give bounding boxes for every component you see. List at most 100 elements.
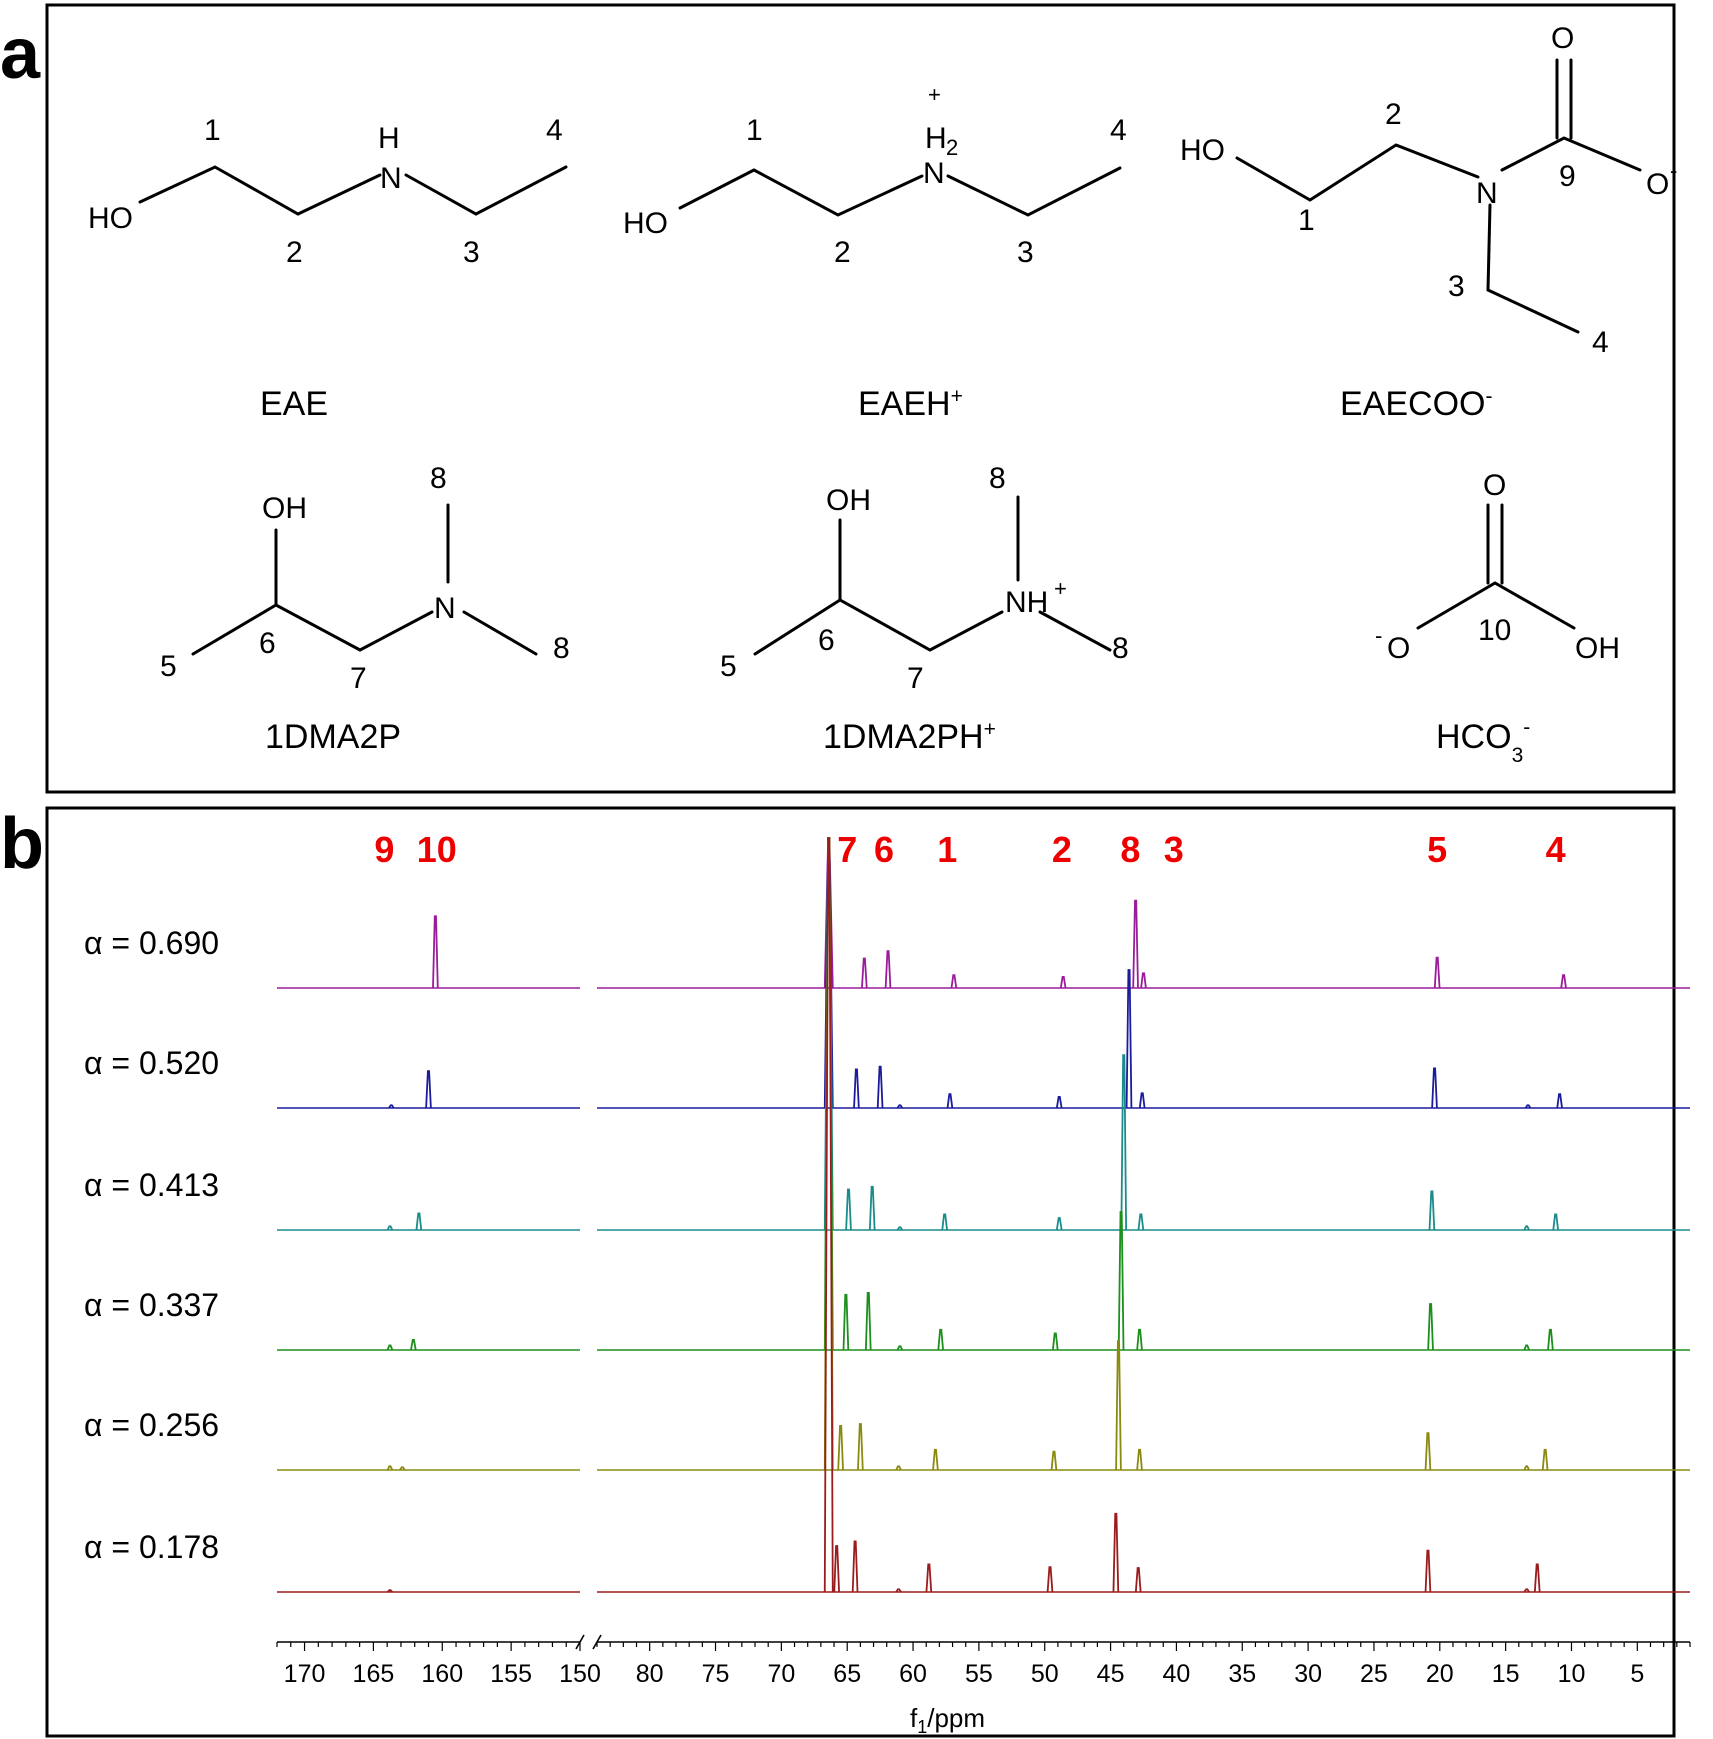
spectrum-peak (410, 1338, 417, 1351)
spectrum-peak (937, 1328, 944, 1351)
svg-text:3: 3 (463, 236, 480, 269)
svg-text:3: 3 (1448, 270, 1465, 303)
spectrum-peak (1120, 1054, 1128, 1231)
peak-assignment-label: 7 (837, 829, 857, 870)
spectrum-peak (895, 1588, 902, 1593)
series-label: α = 0.413 (84, 1167, 219, 1203)
spectrum-peak (884, 950, 892, 989)
x-tick-label: 170 (284, 1660, 326, 1688)
spectrum-peak (1523, 1225, 1530, 1231)
spectrum-peak (842, 1293, 850, 1351)
svg-text:1: 1 (204, 114, 221, 147)
svg-text:2: 2 (1385, 98, 1402, 131)
spectrum-peak (896, 1104, 904, 1109)
spectrum-peak (1046, 1566, 1054, 1593)
spectrum-peak (1055, 1217, 1063, 1231)
spectrum-peak (925, 1563, 933, 1593)
series-label: α = 0.690 (84, 925, 219, 961)
x-tick-label: 25 (1360, 1660, 1388, 1688)
spectrum-peak (1524, 1104, 1532, 1109)
spectrum-peak (1424, 1432, 1432, 1471)
spectrum-peak (868, 1185, 876, 1231)
svg-text:OH: OH (262, 492, 307, 525)
spectrum-peak (1560, 974, 1567, 989)
x-tick-label: 15 (1492, 1660, 1520, 1688)
spectrum-peak (861, 957, 868, 989)
peak-assignment-label: 9 (374, 829, 394, 870)
spectrum-peak (1136, 1448, 1143, 1471)
compound-name-eae: EAE (260, 385, 328, 423)
spectrum-peak (833, 1545, 840, 1593)
panel-b-frame (45, 806, 1676, 1738)
peak-assignment-label: 4 (1546, 829, 1566, 870)
spectrum-peak (895, 1465, 902, 1471)
spectrum-peak (1523, 1344, 1530, 1351)
spectrum-peak (876, 1065, 884, 1109)
svg-text:5: 5 (160, 650, 177, 683)
spectrum-peak (950, 974, 958, 989)
x-tick-label: 165 (353, 1660, 395, 1688)
series-label: α = 0.256 (84, 1407, 219, 1443)
spectrum-trace (277, 837, 1690, 1351)
svg-text:4: 4 (1110, 114, 1127, 147)
spectrum-peak (823, 837, 834, 1593)
spectrum-peak (1112, 1512, 1120, 1593)
spectrum-peak (386, 1465, 394, 1471)
svg-text:HO: HO (1180, 134, 1225, 167)
spectrum-peak (896, 1345, 904, 1351)
spectrum-peak (845, 1188, 852, 1231)
x-tick-label: 60 (899, 1660, 927, 1688)
spectrum-peak (1523, 1465, 1530, 1471)
spectrum-peak (386, 1589, 393, 1593)
structure-1dma2ph: OH NH + 5 6 7 8 8 1DMA2PH+ (720, 462, 1129, 756)
spectrum-peak (1541, 1448, 1549, 1471)
nmr-spectra (277, 837, 1690, 1593)
spectrum-trace (277, 837, 1690, 1471)
spectrum-trace (277, 837, 1690, 1231)
svg-text:2: 2 (946, 135, 958, 160)
x-axis-label: f1/ppm (910, 1703, 985, 1737)
x-tick-label: 160 (421, 1660, 463, 1688)
spectrum-peak (932, 1448, 939, 1471)
svg-text:+: + (1054, 576, 1067, 601)
peak-assignment-label: 3 (1164, 829, 1184, 870)
x-axis: 170 165 160 155 150 80 75 70 65 60 55 50 45 40 35 30 25 2… (276, 1634, 1691, 1688)
x-tick-label: 5 (1630, 1660, 1644, 1688)
x-tick-label: 45 (1097, 1660, 1125, 1688)
svg-text:4: 4 (546, 114, 563, 147)
spectrum-peak (1427, 1303, 1434, 1351)
spectrum-peak (1533, 1563, 1541, 1593)
spectrum-peak (1125, 969, 1133, 1109)
panel-a-frame (45, 3, 1676, 794)
structure-eaecoo: HO N O O - 1 2 3 4 9 EAECOO- (1180, 22, 1677, 423)
structure-eae: HO N H 1 2 3 4 EAE (88, 114, 568, 423)
compound-name-1dma2p: 1DMA2P (265, 718, 401, 756)
spectrum-peak (1136, 1328, 1143, 1351)
svg-text:N: N (434, 592, 456, 625)
svg-text:OH: OH (826, 484, 871, 517)
svg-text:6: 6 (818, 624, 835, 657)
x-tick-label: 50 (1031, 1660, 1059, 1688)
svg-text:7: 7 (907, 662, 924, 695)
svg-text:H: H (925, 122, 947, 155)
svg-text:H: H (378, 122, 400, 155)
peak-assignment-label: 6 (874, 829, 894, 870)
spectrum-peak (1059, 976, 1067, 989)
spectrum-trace (277, 837, 1690, 1593)
svg-text:NH: NH (1005, 586, 1048, 619)
peak-assignment-label: 8 (1120, 829, 1140, 870)
x-tick-label: 30 (1294, 1660, 1322, 1688)
svg-text:O: O (1387, 632, 1410, 665)
x-tick-label: 150 (559, 1660, 601, 1688)
series-label: α = 0.520 (84, 1045, 219, 1081)
peak-assignment-label: 10 (417, 829, 457, 870)
spectrum-peak (1424, 1549, 1432, 1593)
x-tick-label: 80 (636, 1660, 664, 1688)
compound-name-1dma2ph: 1DMA2PH+ (823, 718, 996, 756)
spectrum-peak (1428, 1190, 1436, 1231)
structure-1dma2p: OH N 5 6 7 8 8 1DMA2P (160, 462, 570, 756)
spectrum-peak (1547, 1328, 1554, 1351)
structure-hco3: O O - OH 10 HCO3- (1375, 469, 1620, 767)
spectrum-peak (388, 1104, 395, 1109)
svg-text:3: 3 (1017, 236, 1034, 269)
